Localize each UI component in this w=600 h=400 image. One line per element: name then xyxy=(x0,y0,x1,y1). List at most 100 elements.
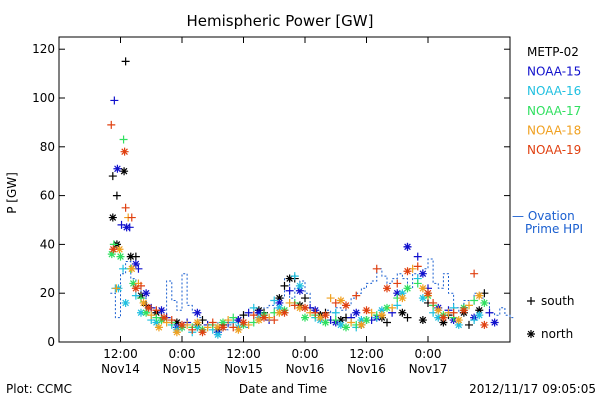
south-marker xyxy=(108,172,117,181)
south-marker xyxy=(290,272,299,281)
north-marker xyxy=(480,320,489,329)
south-marker xyxy=(393,301,402,310)
south-marker xyxy=(388,303,397,312)
south-marker xyxy=(347,318,356,327)
north-marker xyxy=(357,320,366,329)
legend-entry-noaa-19: NOAA-19 xyxy=(527,143,581,157)
north-marker xyxy=(424,289,432,298)
south-marker xyxy=(112,191,121,200)
south-marker xyxy=(147,311,156,320)
chart-title: Hemispheric Power [GW] xyxy=(187,12,374,30)
south-marker xyxy=(413,252,422,261)
south-marker xyxy=(203,323,212,332)
y-tick-label: 100 xyxy=(32,91,55,105)
north-marker xyxy=(357,316,366,325)
north-marker xyxy=(418,316,427,325)
x-axis-label: Date and Time xyxy=(239,382,327,396)
y-tick-label: 120 xyxy=(32,42,55,56)
north-marker xyxy=(475,311,484,320)
north-marker xyxy=(490,318,499,327)
y-tick-label: 60 xyxy=(40,189,55,203)
ovation-legend-line1: — Ovation xyxy=(512,209,575,223)
x-tick-time-label: 12:00 xyxy=(226,347,261,361)
north-marker xyxy=(418,294,427,303)
x-tick-time-label: 0:00 xyxy=(169,347,196,361)
north-marker xyxy=(342,323,350,332)
south-marker xyxy=(121,203,130,212)
north-marker xyxy=(193,318,202,327)
south-marker xyxy=(152,306,161,315)
north-marker xyxy=(172,328,181,337)
north-marker xyxy=(418,269,427,278)
south-marker xyxy=(485,308,494,317)
north-marker xyxy=(393,289,402,298)
north-marker xyxy=(475,291,484,300)
legend-entry-noaa-18: NOAA-18 xyxy=(527,123,581,137)
south-marker xyxy=(112,284,121,293)
north-marker xyxy=(362,306,371,315)
north-marker xyxy=(275,303,284,312)
north-marker xyxy=(336,296,345,305)
legend-label-south: south xyxy=(541,294,575,308)
north-marker xyxy=(137,308,145,317)
north-marker xyxy=(219,318,227,327)
north-marker xyxy=(459,306,468,315)
north-marker xyxy=(115,245,124,254)
north-marker xyxy=(116,252,125,261)
south-marker xyxy=(239,311,248,320)
north-marker xyxy=(254,316,263,325)
north-marker xyxy=(131,284,140,293)
north-marker xyxy=(352,308,361,317)
south-marker xyxy=(465,320,473,329)
north-marker xyxy=(316,313,325,322)
north-marker xyxy=(157,306,166,315)
south-marker xyxy=(470,316,479,325)
south-marker xyxy=(331,308,340,317)
south-marker xyxy=(311,308,320,317)
north-marker xyxy=(480,298,489,307)
north-marker xyxy=(126,252,135,261)
north-marker xyxy=(219,323,227,332)
north-marker xyxy=(342,301,350,310)
south-marker xyxy=(208,318,217,327)
north-marker xyxy=(434,306,443,315)
south-marker xyxy=(249,303,258,312)
north-marker xyxy=(295,286,304,295)
south-marker xyxy=(301,294,309,303)
north-marker xyxy=(454,320,463,329)
x-axis: 12:00Nov140:00Nov1512:00Nov150:00Nov1612… xyxy=(101,37,447,376)
south-marker xyxy=(470,296,479,305)
south-marker xyxy=(224,316,233,325)
south-marker xyxy=(383,318,391,327)
north-marker xyxy=(321,311,330,320)
north-marker xyxy=(434,313,443,322)
north-marker xyxy=(172,318,181,327)
y-tick-label: 40 xyxy=(40,237,55,251)
south-marker xyxy=(372,264,381,273)
legend-label-north: north xyxy=(541,327,573,341)
north-marker xyxy=(398,308,407,317)
series-legend: METP-02 NOAA-15 NOAA-16 NOAA-17 NOAA-18 NOAA-… xyxy=(527,45,581,157)
north-marker xyxy=(122,223,131,232)
north-marker xyxy=(193,323,202,332)
y-axis-label: P [GW] xyxy=(5,172,19,214)
south-marker xyxy=(188,325,197,334)
north-marker xyxy=(285,274,294,283)
north-marker xyxy=(142,308,151,317)
north-marker xyxy=(239,318,248,327)
south-marker xyxy=(470,269,479,278)
south-marker xyxy=(413,279,422,288)
x-tick-date-label: Nov16 xyxy=(347,362,386,376)
south-marker xyxy=(119,135,128,144)
north-marker xyxy=(121,298,130,307)
north-marker xyxy=(418,284,427,293)
north-marker xyxy=(144,303,153,312)
south-marker xyxy=(326,294,335,303)
south-marker xyxy=(413,262,422,271)
south-marker xyxy=(121,57,130,66)
data-markers xyxy=(107,57,499,339)
north-marker xyxy=(107,250,116,259)
legend-entry-metp-02: METP-02 xyxy=(527,45,579,59)
north-marker xyxy=(234,316,243,325)
north-marker xyxy=(139,298,148,307)
